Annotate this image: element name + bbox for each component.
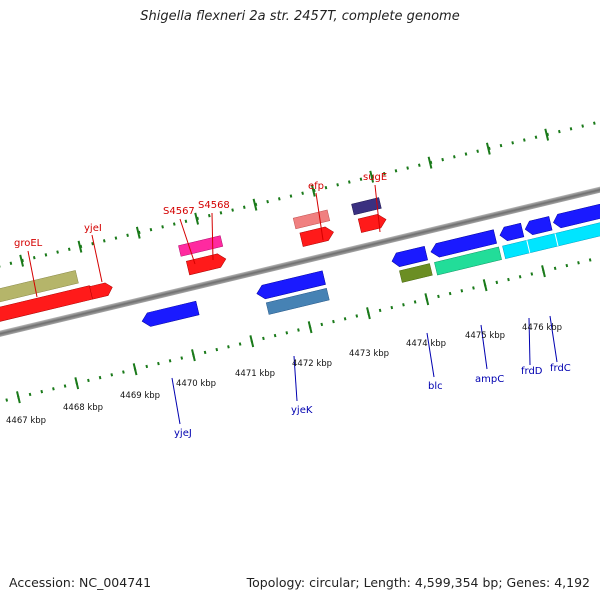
gene-label-yjeI[interactable]: yjeI [84, 223, 102, 234]
frd-divider-2 [554, 233, 559, 247]
gene-bar-efp[interactable] [292, 209, 331, 230]
lower-tick-track [0, 247, 600, 405]
lower-dotted-line [0, 247, 600, 405]
gene-label-yjeK[interactable]: yjeK [291, 405, 313, 416]
leader-lines-bottom [171, 315, 558, 425]
gene-arrow-yjeK-dark[interactable] [255, 270, 326, 301]
scale-label: 4476 kbp [522, 323, 562, 333]
gene-labels-top: groEL yjeI S4567 S4568 efp sugE [14, 172, 387, 249]
scale-label: 4467 kbp [6, 416, 46, 426]
page-title: Shigella flexneri 2a str. 2457T, complet… [140, 9, 460, 24]
leader-lines-top [27, 184, 381, 298]
gene-label-ampC[interactable]: ampC [475, 374, 504, 385]
gene-bar-sugE[interactable] [351, 197, 382, 216]
gene-bar-blc[interactable] [399, 263, 433, 283]
gene-bar-olive[interactable] [0, 270, 79, 314]
gene-bar-ampC[interactable] [434, 246, 502, 276]
scale-label: 4468 kbp [63, 403, 103, 413]
scale-labels: 4467 kbp 4468 kbp 4469 kbp 4470 kbp 4471… [6, 323, 562, 426]
scale-label: 4473 kbp [349, 349, 389, 359]
gene-bar-S4567[interactable] [178, 235, 224, 257]
genome-backbone [0, 177, 600, 347]
upper-major-ticks [19, 128, 550, 267]
gene-arrow-frdC[interactable] [524, 216, 553, 236]
gene-label-efp[interactable]: efp [308, 181, 324, 192]
gene-arrow-ampC[interactable] [429, 229, 497, 259]
gene-arrow-frdD[interactable] [498, 222, 525, 242]
gene-label-yjeJ[interactable]: yjeJ [174, 428, 192, 439]
gene-label-S4568[interactable]: S4568 [198, 200, 230, 211]
scale-label: 4472 kbp [292, 359, 332, 369]
gene-label-blc[interactable]: blc [428, 381, 443, 392]
genome-strip [0, 119, 600, 405]
gene-arrow-yjeJ[interactable] [140, 300, 200, 328]
gene-arrow-yjeI[interactable] [89, 281, 114, 300]
gene-arrow-sugE[interactable] [357, 213, 388, 233]
scale-label: 4471 kbp [235, 369, 275, 379]
gene-label-groEL[interactable]: groEL [14, 238, 43, 249]
gene-label-sugE[interactable]: sugE [363, 172, 387, 183]
topology-text: Topology: circular; Length: 4,599,354 bp… [246, 575, 590, 590]
gene-label-frdD[interactable]: frdD [521, 366, 543, 377]
accession-text: Accession: NC_004741 [9, 575, 152, 590]
scale-label: 4470 kbp [176, 379, 216, 389]
scale-label: 4474 kbp [406, 339, 446, 349]
lower-major-ticks [16, 265, 546, 404]
scale-label: 4469 kbp [120, 391, 160, 401]
frd-divider-1 [526, 240, 531, 253]
gene-arrow-S4568[interactable] [186, 252, 227, 276]
scale-label: 4475 kbp [465, 331, 505, 341]
gene-bar-yjeK[interactable] [265, 287, 330, 315]
gene-label-frdC[interactable]: frdC [550, 363, 571, 374]
gene-arrow-frdB[interactable] [552, 198, 600, 229]
upper-tick-track [0, 119, 600, 277]
gene-arrow-blc[interactable] [390, 245, 428, 268]
gene-label-S4567[interactable]: S4567 [163, 206, 195, 217]
gene-labels-bottom: yjeJ yjeK blc ampC frdD frdC [174, 363, 571, 439]
gene-arrow-efp[interactable] [299, 225, 335, 247]
